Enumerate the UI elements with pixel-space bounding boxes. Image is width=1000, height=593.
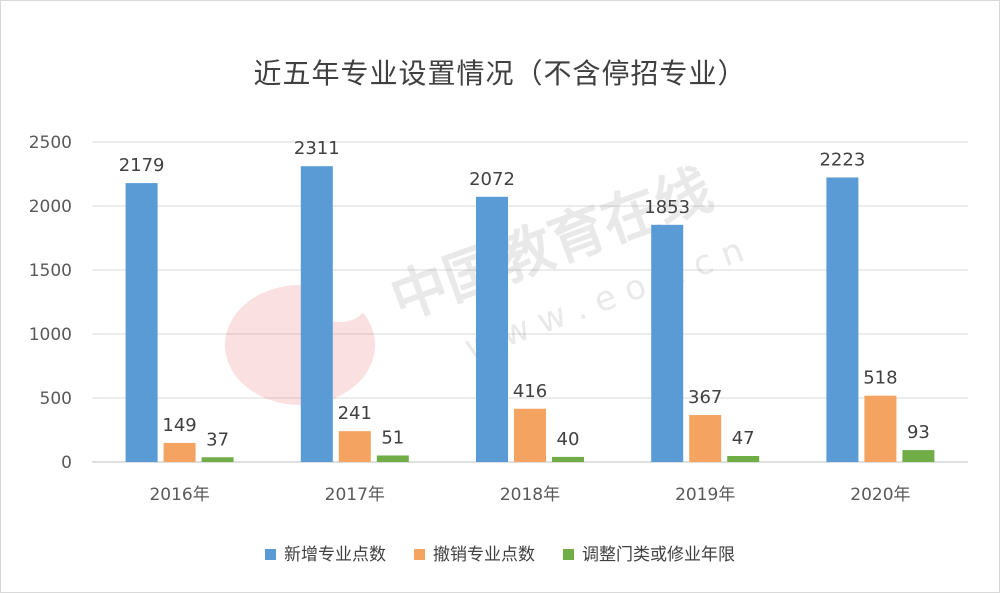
- bars: [125, 166, 935, 462]
- bar: [163, 442, 196, 462]
- legend-swatch: [563, 548, 574, 560]
- data-label: 2311: [294, 138, 340, 159]
- bar: [864, 395, 897, 462]
- legend-swatch: [265, 548, 276, 560]
- bar: [376, 455, 409, 462]
- y-tick-label: 2000: [29, 197, 72, 217]
- data-labels: 2179 149 37 2311 241 51 2072 416 40 1853 367 47 2223…: [119, 138, 930, 450]
- legend-item: 新增专业点数: [265, 540, 386, 565]
- data-label: 2223: [819, 149, 865, 170]
- x-axis: 2016年 2017年 2018年 2019年 2020年: [149, 485, 910, 505]
- data-label: 40: [557, 429, 580, 450]
- data-label: 51: [381, 427, 404, 448]
- data-label: 149: [162, 415, 196, 436]
- data-label: 518: [863, 368, 897, 389]
- data-label: 1853: [644, 197, 690, 218]
- bar: [727, 455, 760, 462]
- y-tick-label: 2500: [29, 133, 72, 153]
- bar: [201, 457, 234, 462]
- data-label: 416: [513, 381, 547, 402]
- data-label: 37: [206, 429, 229, 450]
- y-tick-label: 1000: [29, 325, 72, 345]
- x-tick-label: 2016年: [149, 485, 209, 505]
- bar: [338, 431, 371, 462]
- chart-title: 近五年专业设置情况（不含停招专业）: [253, 57, 747, 90]
- y-tick-label: 0: [61, 453, 72, 473]
- x-tick-label: 2020年: [850, 485, 910, 505]
- bar: [826, 177, 859, 462]
- data-label: 367: [688, 387, 722, 408]
- y-tick-label: 500: [40, 389, 72, 409]
- x-tick-label: 2017年: [325, 485, 385, 505]
- bar: [476, 196, 508, 462]
- bar: [902, 450, 935, 462]
- bar: [125, 183, 158, 462]
- legend-item: 撤销专业点数: [414, 540, 535, 565]
- data-label: 2179: [119, 155, 165, 176]
- data-label: 2072: [469, 169, 515, 190]
- x-tick-label: 2018年: [500, 485, 560, 505]
- watermark-logo-shape: [225, 285, 375, 405]
- bar: [514, 408, 546, 462]
- bar: [552, 456, 584, 462]
- bar: [651, 224, 684, 462]
- legend-label: 撤销专业点数: [433, 545, 535, 565]
- data-label: 47: [732, 428, 755, 449]
- data-label: 241: [338, 403, 372, 424]
- legend-label: 新增专业点数: [284, 545, 386, 565]
- data-label: 93: [907, 422, 930, 443]
- x-tick-label: 2019年: [675, 485, 735, 505]
- y-tick-label: 1500: [29, 261, 72, 281]
- bar: [689, 415, 722, 462]
- legend-swatch: [414, 548, 425, 560]
- legend: 新增专业点数 撤销专业点数 调整门类或修业年限: [0, 540, 1000, 565]
- gridlines: [92, 141, 968, 463]
- legend-label: 调整门类或修业年限: [582, 545, 735, 565]
- legend-item: 调整门类或修业年限: [563, 540, 735, 565]
- bar: [300, 166, 333, 462]
- y-axis: 0 500 1000 1500 2000 2500: [29, 133, 72, 473]
